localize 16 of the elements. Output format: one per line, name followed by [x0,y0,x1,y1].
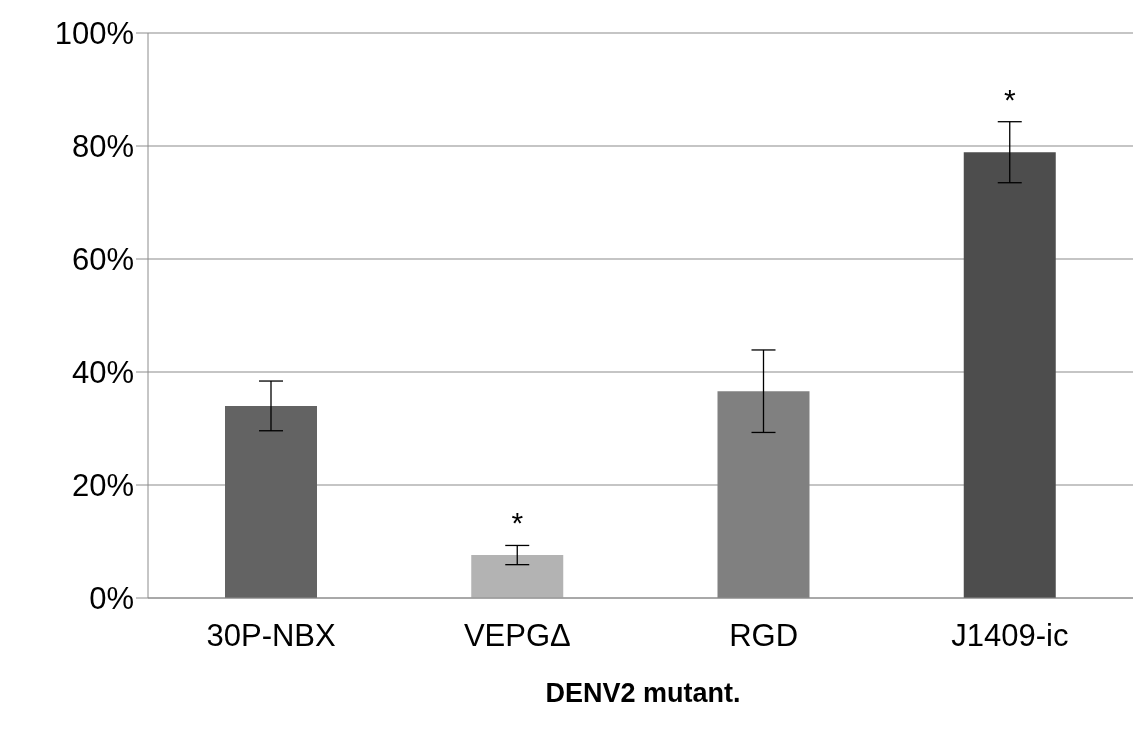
y-tick-label: 100% [54,16,134,52]
x-tick-label: 30P-NBX [206,618,337,654]
x-tick-label: RGD [729,618,799,654]
y-tick-label: 60% [71,242,134,278]
bar [471,555,564,598]
annotation: * [1004,82,1017,116]
bar [225,405,317,598]
y-tick-label: 40% [71,355,134,391]
bar [963,152,1056,598]
y-tick-label: 0% [89,581,134,617]
annotation: * [511,506,524,540]
x-tick-label: J1409-ic [951,618,1069,654]
y-tick-label: 20% [71,468,134,504]
x-axis-title: DENV2 mutant. [544,678,742,709]
x-tick-label: VEPGΔ [463,618,571,654]
y-tick-label: 80% [71,129,134,165]
